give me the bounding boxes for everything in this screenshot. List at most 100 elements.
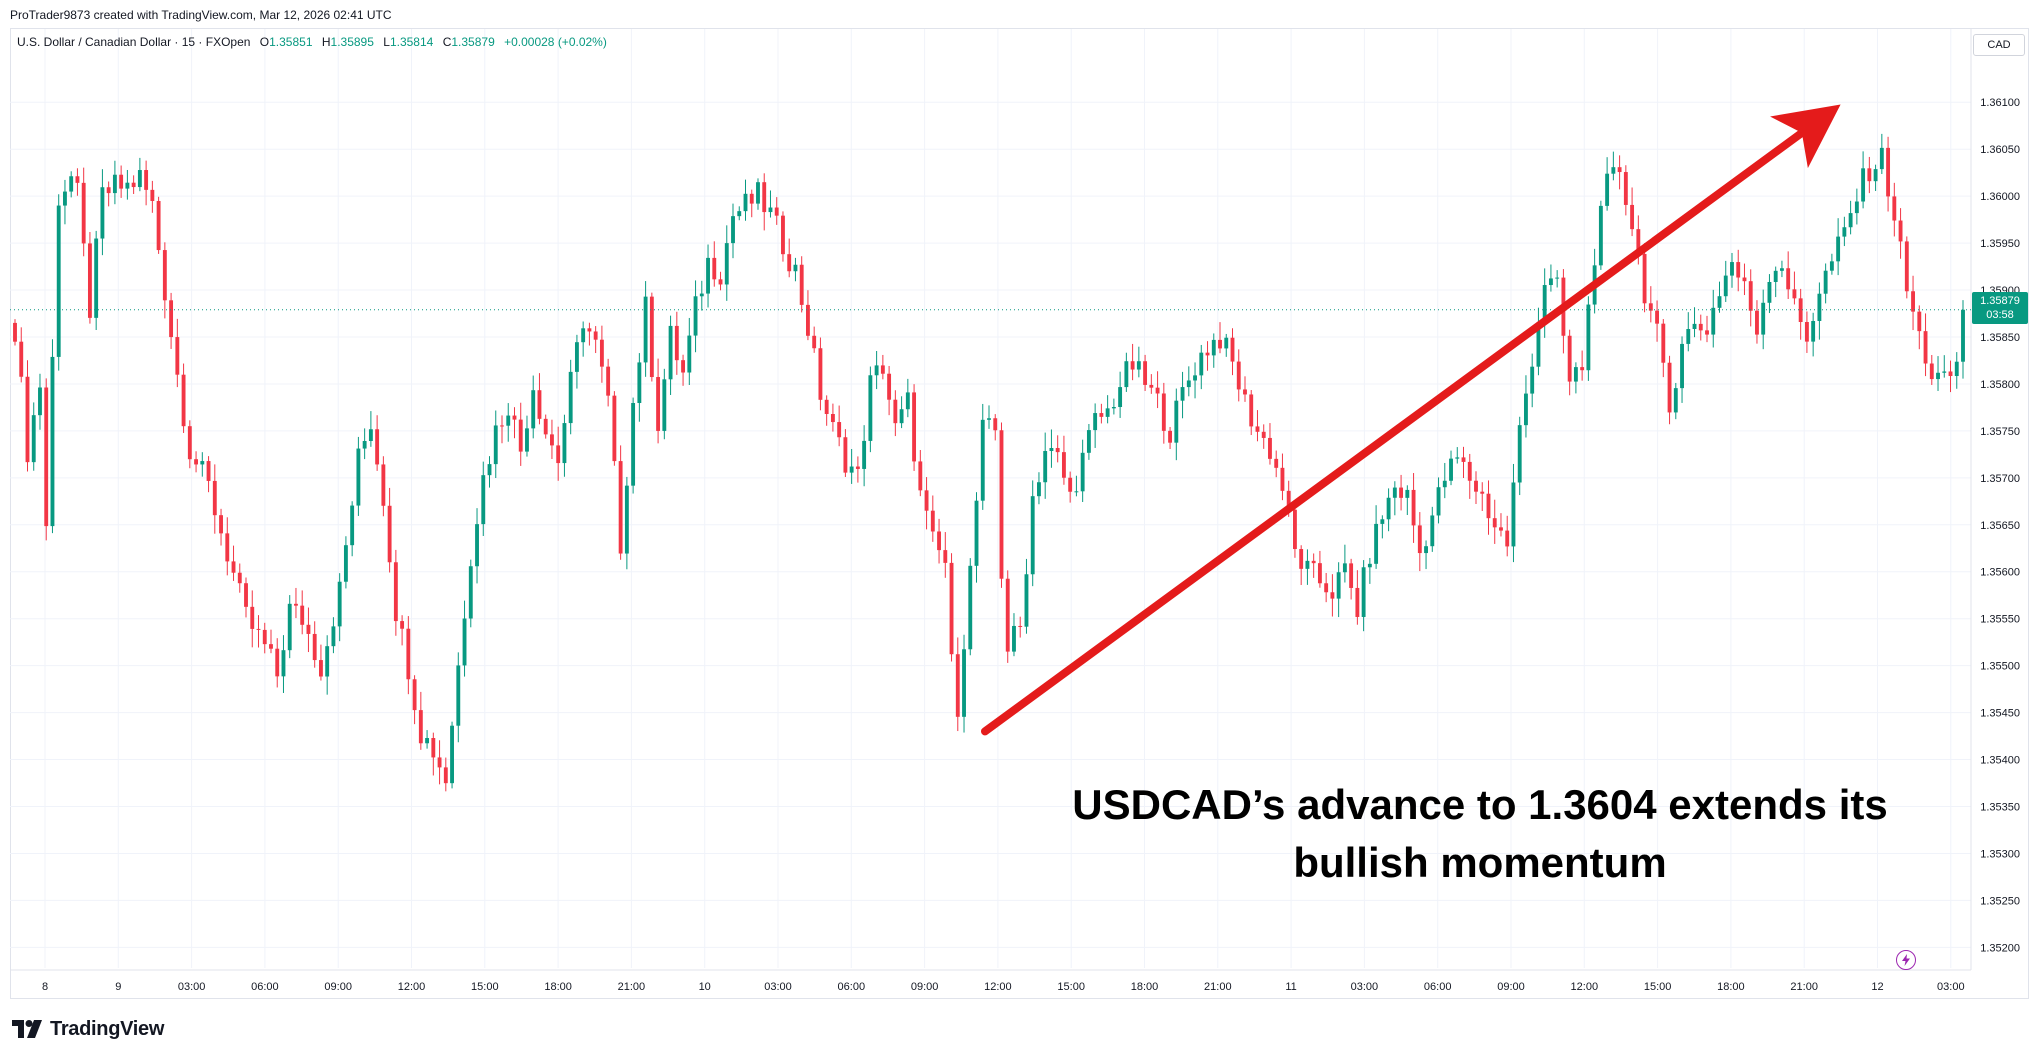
candle-body <box>1698 323 1703 331</box>
candle-body <box>1817 293 1822 322</box>
y-tick-label: 1.36050 <box>1980 144 2020 156</box>
candle <box>743 179 748 221</box>
candle <box>1948 360 1953 393</box>
candle-body <box>1012 625 1016 652</box>
candle-body <box>1168 430 1172 443</box>
candle-body <box>1349 563 1354 588</box>
candle-body <box>1055 448 1060 453</box>
candle <box>525 415 529 457</box>
axes-layer: 1.35200 1.35250 1.35300 1.35350 1.35400 1.354… <box>10 29 2020 993</box>
candle-body <box>281 650 286 677</box>
candle <box>1780 260 1784 278</box>
x-tick-label: 09:00 <box>911 981 939 993</box>
candle <box>1005 570 1010 663</box>
candle <box>1954 352 1959 389</box>
candle <box>1517 416 1522 496</box>
x-tick-label: 03:00 <box>764 981 792 993</box>
candle <box>287 595 292 659</box>
currency-selector[interactable]: CAD <box>1973 34 2025 56</box>
candle <box>949 553 954 662</box>
candle-body <box>518 419 523 452</box>
open-value: 1.35851 <box>269 35 313 49</box>
candle <box>1342 544 1347 583</box>
candle <box>830 403 835 432</box>
candle-body <box>606 366 611 396</box>
candle <box>568 359 573 435</box>
candle <box>1455 447 1460 464</box>
candle <box>362 428 367 460</box>
candle <box>955 637 960 732</box>
candle <box>1942 355 1947 378</box>
candle-body <box>968 565 973 650</box>
candle <box>905 378 910 418</box>
x-tick-label: 21:00 <box>1790 981 1818 993</box>
candle-body <box>1386 497 1391 520</box>
candle-body <box>843 437 848 473</box>
candle-body <box>1573 367 1578 382</box>
candle-body <box>987 418 991 420</box>
candle <box>855 456 860 483</box>
candle-body <box>1705 330 1709 335</box>
candle <box>1848 200 1853 235</box>
candle <box>219 508 223 546</box>
candle <box>125 169 130 200</box>
lightning-icon[interactable] <box>1896 950 1916 970</box>
tradingview-logo[interactable]: TradingView <box>12 1018 164 1040</box>
candle-body <box>1648 303 1653 311</box>
candle <box>1374 505 1379 569</box>
candle <box>1511 463 1516 563</box>
symbol-header: U.S. Dollar / Canadian Dollar · 15 · FXO… <box>17 35 607 49</box>
candle-body <box>999 430 1004 579</box>
candle-body <box>1224 337 1229 349</box>
candles-layer <box>13 133 1965 792</box>
candle <box>1261 424 1266 449</box>
candle-body <box>649 296 654 378</box>
x-tick-label: 12:00 <box>398 981 426 993</box>
candle <box>1580 350 1585 381</box>
candle-body <box>1505 530 1510 547</box>
candle <box>1698 314 1703 341</box>
candle-body <box>56 205 61 357</box>
candle <box>169 292 174 349</box>
x-tick-label: 06:00 <box>838 981 866 993</box>
candle-body <box>294 603 298 606</box>
candle-body <box>1205 352 1210 356</box>
candle-body <box>1742 277 1747 282</box>
candle-body <box>306 624 311 634</box>
candle <box>980 403 985 510</box>
candle-body <box>63 191 67 206</box>
candle <box>724 225 729 301</box>
x-tick-label: 21:00 <box>1204 981 1232 993</box>
candle-body <box>525 428 529 452</box>
candle <box>1586 296 1591 381</box>
candle-body <box>1236 361 1241 390</box>
candle <box>100 169 105 256</box>
candle-body <box>1736 262 1741 278</box>
candle <box>1330 574 1335 617</box>
candle-body <box>593 331 598 340</box>
candle <box>343 536 348 589</box>
candle-body <box>319 660 323 677</box>
candle <box>937 518 941 564</box>
candle <box>1879 133 1884 174</box>
candle <box>69 171 74 198</box>
candle-body <box>887 373 892 400</box>
candle <box>1130 343 1135 381</box>
x-tick-label: 9 <box>115 981 121 993</box>
y-tick-label: 1.35950 <box>1980 238 2020 250</box>
candle-body <box>1143 361 1148 385</box>
candle <box>1105 395 1110 424</box>
candle <box>1573 362 1578 394</box>
candle-body <box>724 243 729 285</box>
candle <box>1442 462 1447 499</box>
candle-body <box>1586 304 1591 371</box>
candle <box>1111 398 1116 415</box>
candle-body <box>1892 196 1897 221</box>
open-label: O <box>259 35 270 49</box>
x-tick-label: 12:00 <box>984 981 1012 993</box>
candle-body <box>818 348 823 400</box>
candle-body <box>1255 426 1260 432</box>
candle-body <box>1355 587 1360 617</box>
candle-body <box>50 356 55 527</box>
